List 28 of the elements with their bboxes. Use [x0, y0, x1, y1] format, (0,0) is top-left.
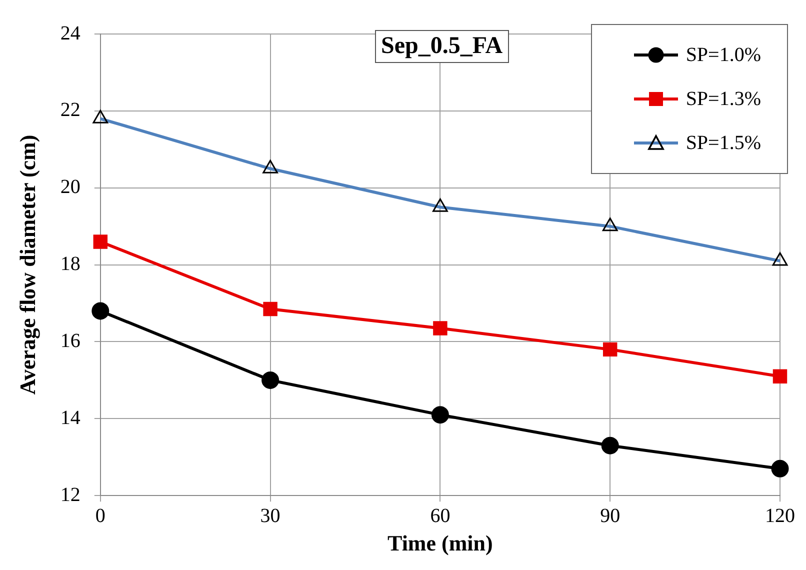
point	[771, 460, 789, 478]
y-axis-title: Average flow diameter (cm)	[14, 134, 40, 395]
y-tick-label: 20	[60, 176, 80, 198]
point	[262, 371, 280, 389]
point	[602, 342, 618, 357]
y-tick-label: 22	[60, 99, 80, 122]
y-tick-label: 16	[60, 330, 80, 352]
y-tick-label: 18	[60, 253, 80, 276]
y-tick-label: 12	[60, 484, 80, 506]
y-tick-label: 24	[60, 22, 80, 44]
x-tick-label: 30	[260, 504, 280, 527]
x-tick-label: 120	[765, 504, 795, 527]
point	[263, 302, 278, 316]
point	[433, 321, 448, 336]
point	[772, 369, 788, 384]
legend-label: SP=1.3%	[686, 88, 761, 110]
chart-title: Sep_0.5_FA	[375, 30, 509, 63]
point	[601, 436, 619, 454]
x-tick-label: 60	[430, 504, 450, 527]
y-tick-label: 14	[60, 406, 80, 429]
x-tick-label: 0	[95, 504, 106, 527]
point	[431, 406, 449, 424]
point	[92, 302, 110, 320]
point	[93, 234, 108, 249]
legend-label: SP=1.0%	[686, 44, 761, 66]
x-axis-title: Time (min)	[388, 530, 493, 556]
x-tick-label: 90	[600, 504, 620, 527]
legend-label: SP=1.5%	[686, 132, 761, 154]
